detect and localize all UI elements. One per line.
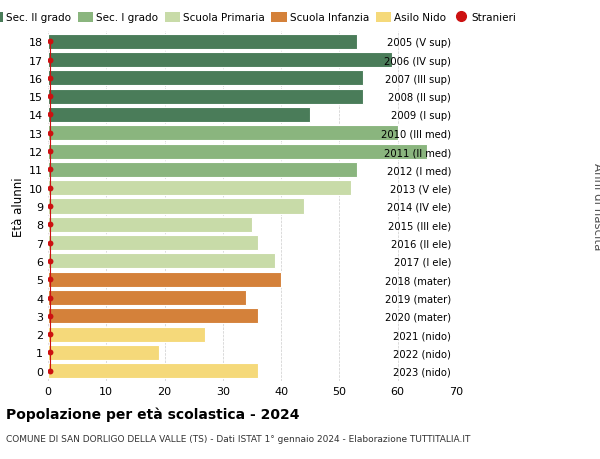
Bar <box>48 53 392 68</box>
Point <box>45 367 55 375</box>
Point <box>45 75 55 82</box>
Point <box>45 349 55 356</box>
Point <box>45 240 55 247</box>
Point <box>45 294 55 302</box>
Point <box>45 166 55 174</box>
Text: Popolazione per età scolastica - 2024: Popolazione per età scolastica - 2024 <box>6 406 299 421</box>
Point <box>45 148 55 156</box>
Point <box>45 203 55 210</box>
Bar <box>48 217 252 232</box>
Bar <box>48 35 357 50</box>
Legend: Sec. II grado, Sec. I grado, Scuola Primaria, Scuola Infanzia, Asilo Nido, Stran: Sec. II grado, Sec. I grado, Scuola Prim… <box>0 13 517 23</box>
Bar <box>48 108 310 123</box>
Bar <box>48 181 351 196</box>
Bar <box>48 126 398 141</box>
Bar <box>48 90 363 105</box>
Bar <box>48 327 205 342</box>
Bar <box>48 162 357 178</box>
Bar <box>48 308 258 324</box>
Point <box>45 185 55 192</box>
Bar <box>48 199 304 214</box>
Bar <box>48 71 363 86</box>
Bar <box>48 254 275 269</box>
Point <box>45 257 55 265</box>
Point <box>45 93 55 101</box>
Text: Anni di nascita: Anni di nascita <box>590 163 600 250</box>
Bar <box>48 272 281 287</box>
Bar <box>48 291 246 305</box>
Bar <box>48 364 258 378</box>
Point <box>45 276 55 283</box>
Point <box>45 112 55 119</box>
Point <box>45 331 55 338</box>
Y-axis label: Età alunni: Età alunni <box>12 177 25 236</box>
Point <box>45 221 55 229</box>
Bar <box>48 235 258 251</box>
Point <box>45 130 55 137</box>
Point <box>45 313 55 320</box>
Point <box>45 57 55 64</box>
Text: COMUNE DI SAN DORLIGO DELLA VALLE (TS) - Dati ISTAT 1° gennaio 2024 - Elaborazio: COMUNE DI SAN DORLIGO DELLA VALLE (TS) -… <box>6 434 470 443</box>
Point <box>45 39 55 46</box>
Bar <box>48 345 159 360</box>
Bar <box>48 144 427 159</box>
